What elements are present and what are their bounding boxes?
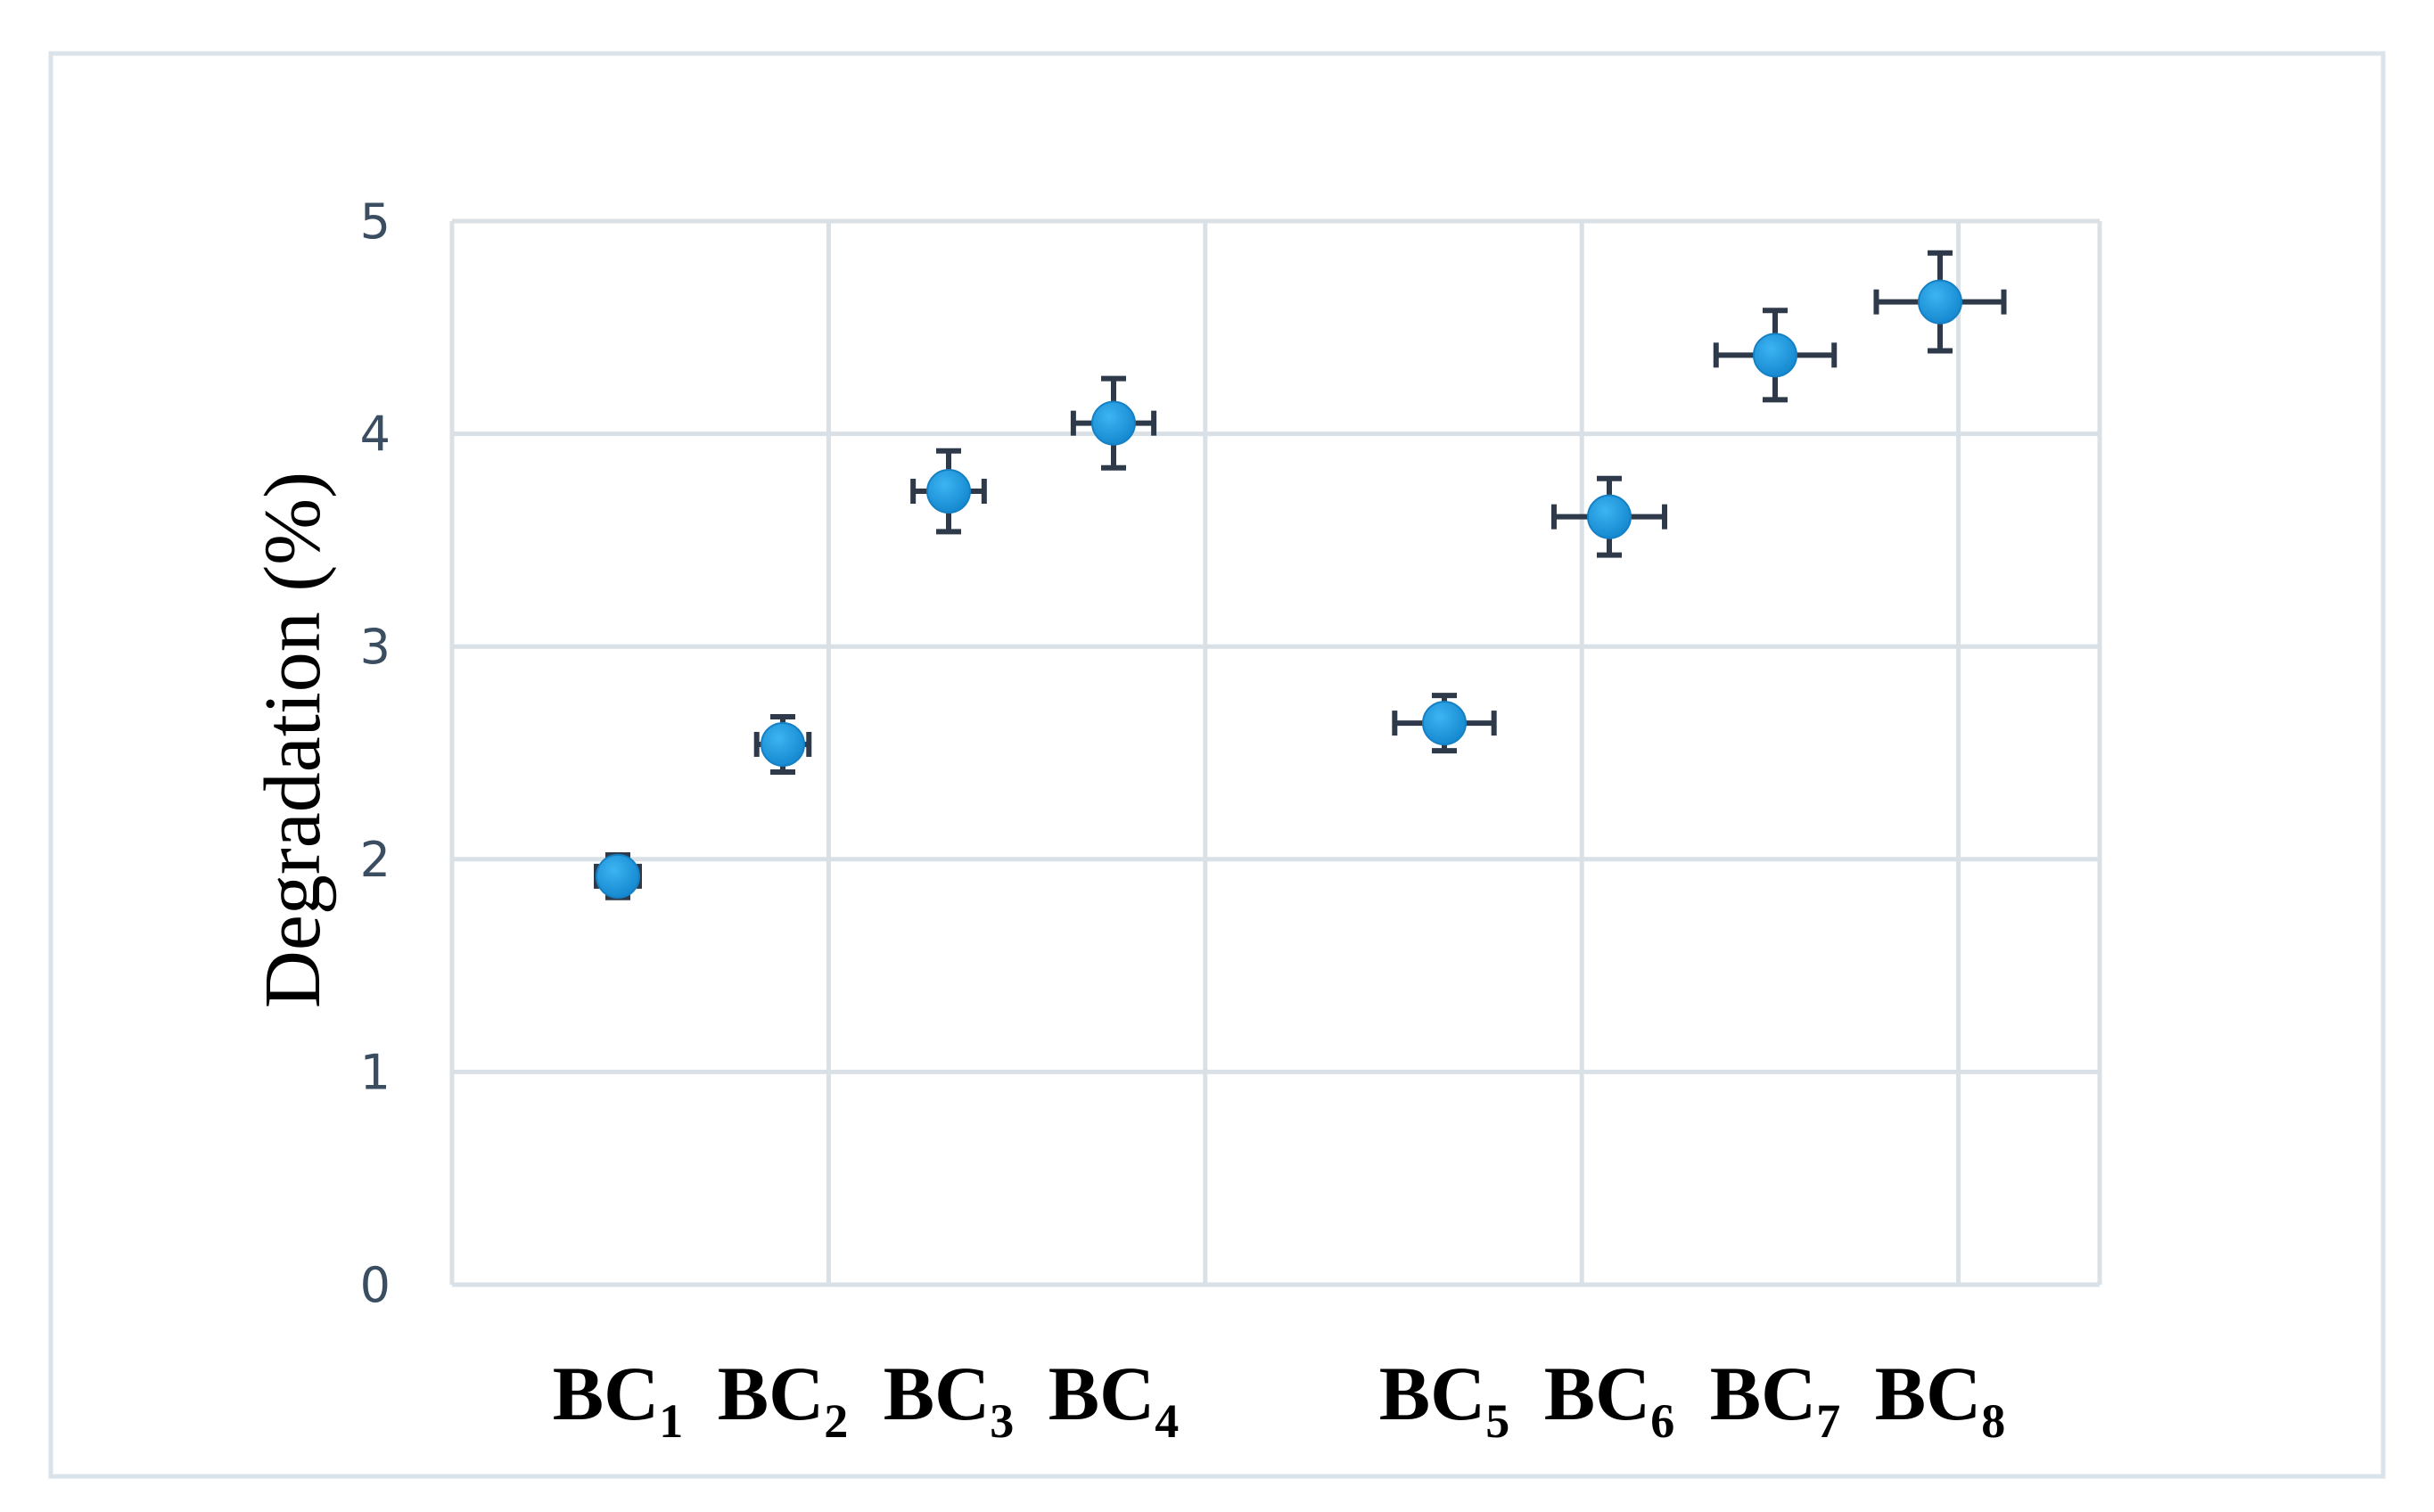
chart-frame — [48, 51, 2386, 1479]
data-point — [1422, 701, 1467, 746]
y-tick-label: 0 — [360, 1257, 391, 1313]
data-point — [761, 721, 805, 767]
data-point — [1753, 333, 1797, 378]
x-tick-label: BC5 — [1379, 1351, 1509, 1448]
y-tick-label: 5 — [360, 193, 391, 250]
x-tick-label: BC1 — [553, 1351, 683, 1448]
y-axis-ticks: 0 1 2 3 4 5 — [360, 193, 391, 1313]
x-tick-label: BC2 — [718, 1351, 848, 1448]
x-tick-label: BC3 — [884, 1351, 1014, 1448]
data-point — [1091, 400, 1136, 446]
data-point — [1587, 494, 1632, 539]
x-tick-label: BC6 — [1544, 1351, 1674, 1448]
x-tick-label: BC7 — [1710, 1351, 1840, 1448]
x-tick-label: BC8 — [1875, 1351, 2005, 1448]
grid — [449, 218, 2102, 1287]
data-points — [596, 279, 1962, 899]
y-tick-label: 2 — [360, 832, 391, 888]
y-tick-label: 3 — [360, 619, 391, 675]
x-axis-ticks: BC1 BC2 BC3 BC4 BC5 BC6 BC7 BC8 — [553, 1351, 2005, 1448]
data-point — [596, 853, 640, 899]
data-point — [926, 469, 971, 514]
x-tick-label: BC4 — [1048, 1351, 1179, 1448]
y-tick-label: 4 — [360, 407, 391, 463]
y-axis-label: Degradation (%) — [249, 472, 337, 1008]
data-point — [1918, 279, 1962, 325]
y-tick-label: 1 — [360, 1044, 391, 1100]
